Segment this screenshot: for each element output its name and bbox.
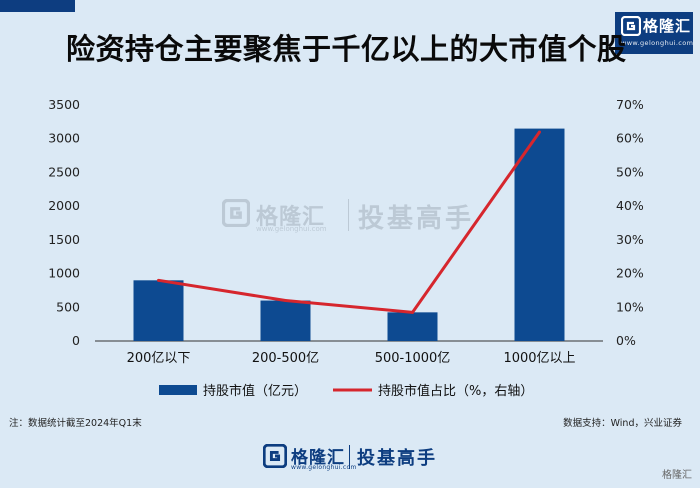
left-tick-label: 0	[72, 333, 80, 348]
right-tick-label: 50%	[616, 164, 644, 179]
corner-logo: 格隆汇	[662, 470, 692, 481]
footnote: 注：数据统计截至2024年Q1末	[9, 418, 142, 429]
top-accent-bar	[0, 0, 75, 12]
left-tick-label: 2000	[48, 198, 80, 213]
category-labels: 200亿以下 200-500亿 500-1000亿 1000亿以上	[127, 351, 576, 366]
footer-slogan: 投基高手	[357, 448, 437, 469]
footer-separator	[349, 445, 350, 469]
footer-url: www.gelonghui.com	[291, 464, 357, 471]
right-axis-ticks: 0% 10% 20% 30% 40% 50% 60% 70%	[616, 97, 644, 348]
category-label: 200-500亿	[252, 351, 319, 366]
footer-logo: 格隆汇 www.gelonghui.com 投基高手	[263, 442, 463, 474]
chart-title: 险资持仓主要聚焦于千亿以上的大市值个股	[66, 32, 627, 66]
footer-brand: 格隆汇	[291, 448, 345, 468]
right-tick-label: 70%	[616, 97, 644, 112]
right-tick-label: 60%	[616, 131, 644, 146]
series-line	[158, 131, 541, 314]
watermark-slogan: 投基高手	[358, 204, 475, 234]
legend-line-label: 持股市值占比（%，右轴）	[378, 383, 533, 399]
right-tick-label: 40%	[616, 198, 644, 213]
category-label: 500-1000亿	[375, 351, 451, 366]
line-point	[284, 299, 287, 303]
bar	[387, 312, 438, 341]
watermark-separator	[348, 199, 349, 231]
legend: 持股市值（亿元） 持股市值占比（%，右轴）	[159, 383, 533, 399]
line-point	[411, 310, 414, 314]
category-label: 1000亿以上	[503, 351, 575, 366]
bar	[133, 280, 184, 341]
bars	[133, 128, 565, 341]
legend-bar-label: 持股市值（亿元）	[203, 383, 307, 399]
category-label: 200亿以下	[127, 351, 191, 366]
left-tick-label: 1500	[48, 232, 80, 247]
legend-bar-swatch	[159, 385, 197, 395]
left-tick-label: 2500	[48, 164, 80, 179]
data-source: 数据支持：Wind，兴业证券	[563, 418, 682, 429]
brand-g-icon	[621, 16, 641, 36]
left-tick-label: 500	[56, 299, 80, 314]
watermark-brand: 格隆汇	[256, 205, 326, 230]
brand-logo: 格隆汇 www.gelonghui.com	[615, 12, 693, 54]
watermark-g-icon	[222, 199, 250, 227]
footer-g-icon	[263, 444, 287, 468]
right-tick-label: 20%	[616, 266, 644, 281]
right-tick-label: 30%	[616, 232, 644, 247]
bar	[514, 128, 565, 341]
bar	[260, 300, 311, 341]
left-tick-label: 3000	[48, 131, 80, 146]
right-tick-label: 10%	[616, 299, 644, 314]
brand-url: www.gelonghui.com	[621, 39, 694, 47]
watermark-url: www.gelonghui.com	[256, 225, 327, 233]
line-point	[157, 278, 160, 282]
brand-name: 格隆汇	[643, 17, 692, 35]
right-tick-label: 0%	[616, 333, 636, 348]
left-tick-label: 1000	[48, 266, 80, 281]
left-axis-ticks: 0 500 1000 1500 2000 2500 3000 3500	[48, 97, 80, 348]
line-series	[157, 130, 541, 314]
watermark: 格隆汇 www.gelonghui.com 投基高手	[222, 195, 522, 239]
line-point	[538, 130, 541, 134]
left-tick-label: 3500	[48, 97, 80, 112]
